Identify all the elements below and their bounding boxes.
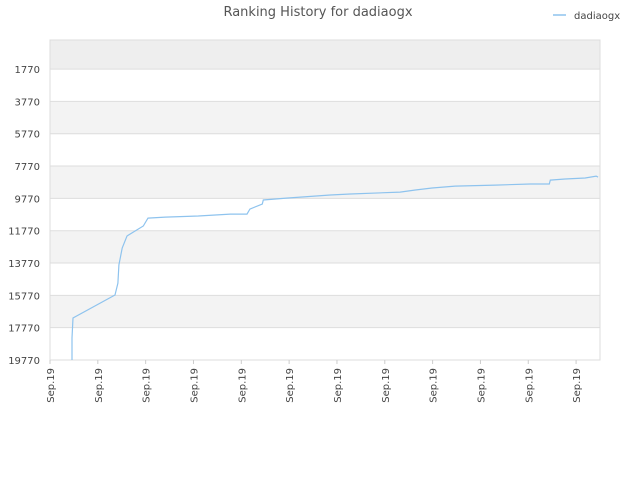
plot-band: [50, 40, 600, 70]
plot-band: [50, 230, 600, 264]
y-tick-label: 3770: [15, 97, 40, 108]
legend-label: dadiaogx: [574, 11, 620, 22]
x-tick-label: Sep.19: [524, 368, 535, 403]
y-tick-label: 13770: [8, 259, 40, 270]
x-tick-label: Sep.19: [237, 368, 248, 403]
x-tick-label: Sep.19: [572, 368, 583, 403]
x-tick-label: Sep.19: [142, 368, 153, 403]
x-tick-label: Sep.19: [429, 368, 440, 403]
x-tick-label: Sep.19: [189, 368, 200, 403]
x-tick-label: Sep.19: [476, 368, 487, 403]
y-tick-label: 7770: [15, 162, 40, 173]
y-tick-label: 17770: [8, 324, 40, 335]
y-tick-label: 5770: [15, 130, 40, 141]
y-tick-label: 15770: [8, 291, 40, 302]
x-tick-label: Sep.19: [94, 368, 105, 403]
y-tick-label: 11770: [8, 227, 40, 238]
y-tick-label: 19770: [8, 356, 40, 367]
x-tick-label: Sep.19: [381, 368, 392, 403]
x-tick-label: Sep.19: [46, 368, 57, 403]
x-tick-label: Sep.19: [285, 368, 296, 403]
chart-title: Ranking History for dadiaogx: [223, 5, 412, 20]
plot-band: [50, 101, 600, 134]
plot-band: [50, 295, 600, 328]
series-line: [71, 175, 599, 360]
plot-band: [50, 166, 600, 199]
x-tick-label: Sep.19: [333, 368, 344, 403]
y-tick-label: 1770: [15, 65, 40, 76]
y-tick-label: 9770: [15, 194, 40, 205]
